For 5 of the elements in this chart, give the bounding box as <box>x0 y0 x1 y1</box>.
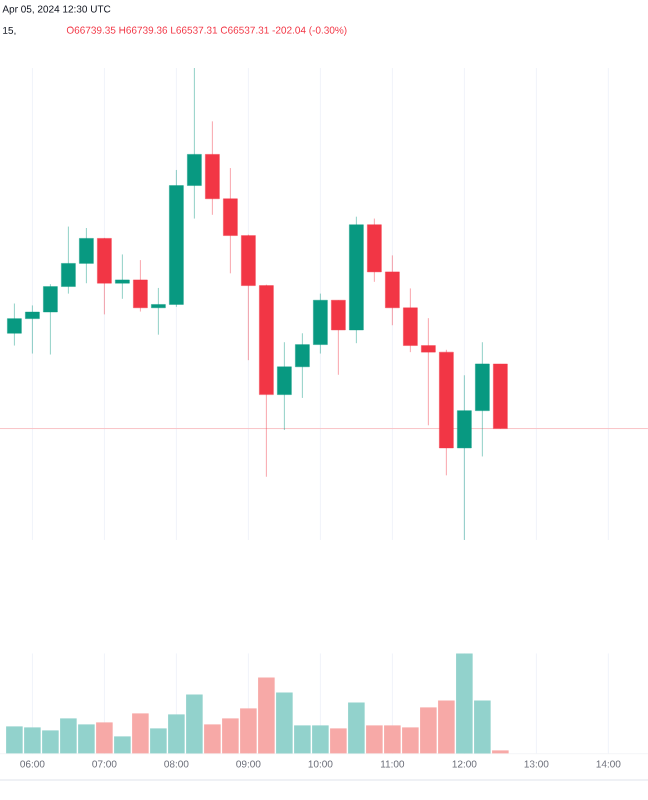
bar <box>330 728 347 754</box>
bar <box>348 702 365 754</box>
bar <box>96 722 113 754</box>
bar <box>132 713 149 754</box>
bar <box>114 736 131 754</box>
